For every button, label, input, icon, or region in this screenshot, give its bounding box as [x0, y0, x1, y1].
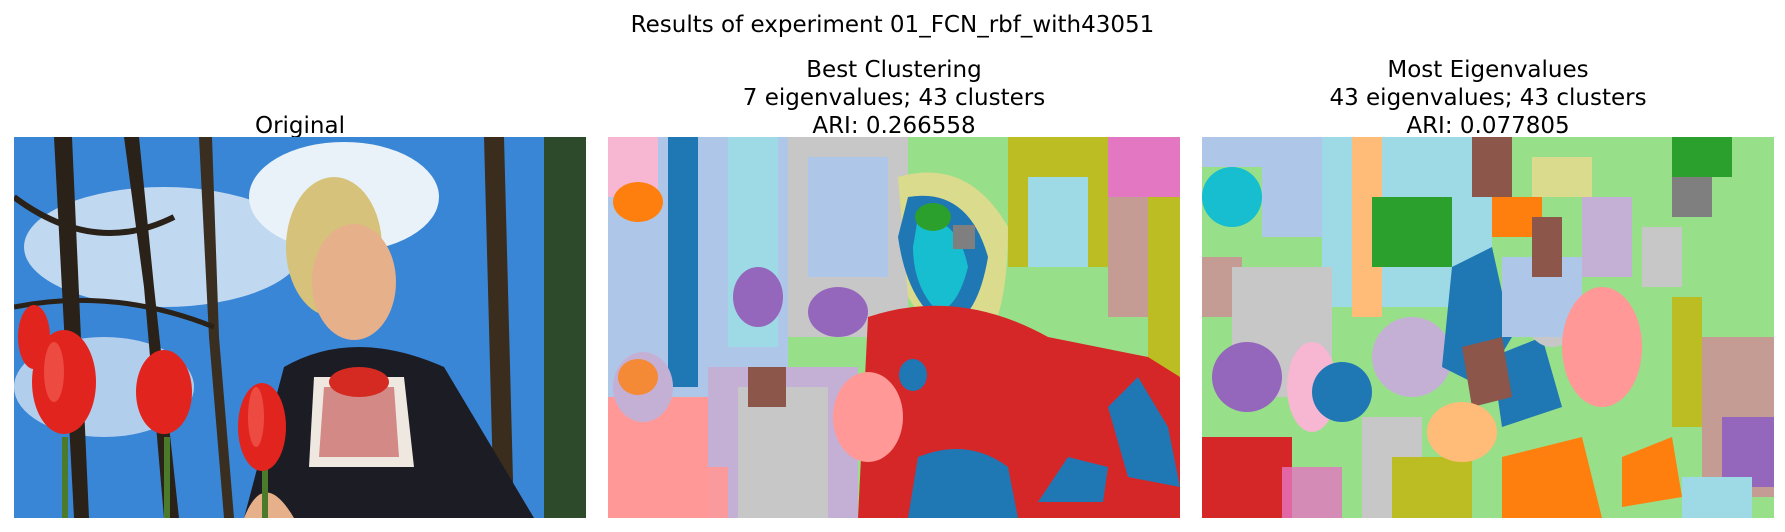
panel-title-line: Best Clustering	[806, 57, 982, 83]
panel-title-line: 43 eigenvalues; 43 clusters	[1329, 85, 1647, 111]
panel-title: Most Eigenvalues 43 eigenvalues; 43 clus…	[1202, 56, 1774, 140]
most-eigenvalues-image	[1202, 137, 1774, 518]
panel-title-line: 7 eigenvalues; 43 clusters	[742, 85, 1046, 111]
panel-best-clustering: Best Clustering 7 eigenvalues; 43 cluste…	[608, 0, 1180, 532]
figure-title: Results of experiment 01_FCN_rbf_with430…	[630, 12, 1155, 38]
original-photo	[14, 137, 586, 518]
panel-title-line: Original	[254, 113, 345, 139]
best-clustering-image	[608, 137, 1180, 518]
panel-original: Original	[14, 0, 586, 532]
panel-title-line: ARI: 0.266558	[812, 113, 976, 139]
most-eigenvalues-map	[1202, 137, 1774, 518]
panel-title: Best Clustering 7 eigenvalues; 43 cluste…	[608, 56, 1180, 140]
panel-title: Original	[14, 112, 586, 140]
panel-most-eigenvalues: Most Eigenvalues 43 eigenvalues; 43 clus…	[1202, 0, 1774, 532]
panel-title-line: Most Eigenvalues	[1387, 57, 1589, 83]
original-image	[14, 137, 586, 518]
best-clustering-map	[608, 137, 1180, 518]
panel-title-line: ARI: 0.077805	[1406, 113, 1570, 139]
